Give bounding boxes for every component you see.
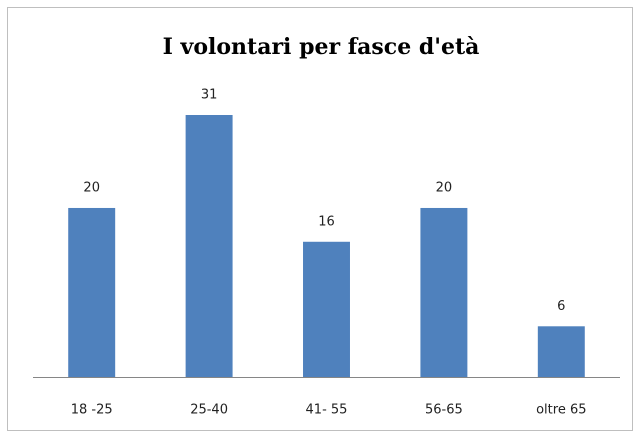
data-label: 20	[83, 180, 100, 195]
data-label: 6	[557, 299, 565, 314]
x-tick-label: 56-65	[425, 403, 463, 418]
x-tick-label: 18 -25	[71, 403, 113, 418]
x-tick-label: 25-40	[190, 403, 228, 418]
chart-title: I volontari per fasce d'età	[163, 34, 480, 60]
bar	[68, 207, 116, 377]
data-label: 16	[318, 214, 335, 229]
bar	[537, 326, 585, 377]
bar	[420, 207, 468, 377]
bar	[303, 241, 350, 377]
bar	[185, 115, 233, 377]
data-label: 31	[201, 88, 218, 103]
x-tick-label: 41- 55	[306, 403, 348, 418]
x-tick-label: oltre 65	[536, 403, 586, 418]
data-label: 20	[436, 180, 453, 195]
